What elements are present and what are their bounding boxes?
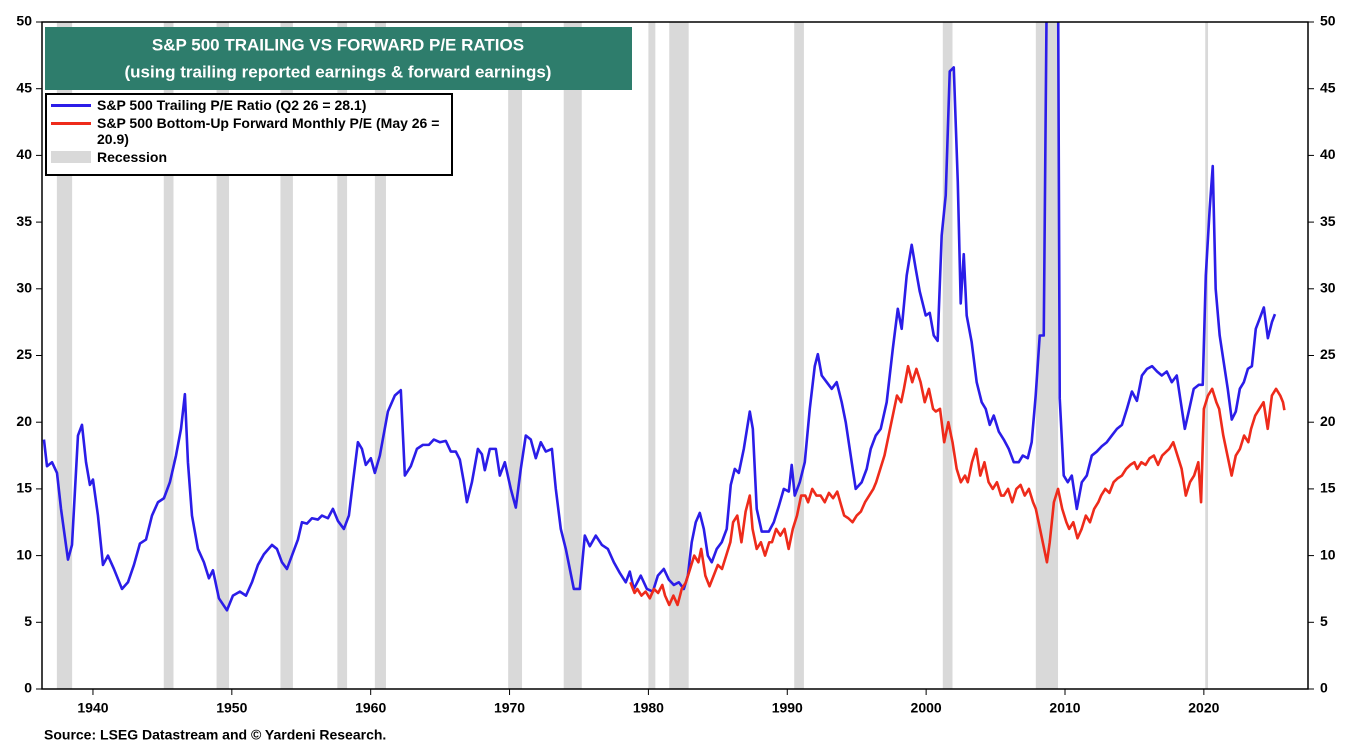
recession-band — [794, 22, 804, 689]
x-tick-label: 2000 — [911, 700, 942, 716]
y2-tick-label: 45 — [1320, 79, 1336, 95]
y2-tick-label: 15 — [1320, 480, 1336, 496]
x-tick-label: 1960 — [355, 700, 386, 716]
legend-swatch — [51, 151, 91, 163]
recession-band — [280, 22, 293, 689]
y-tick-label: 35 — [16, 213, 32, 229]
source: Source: LSEG Datastream and © Yardeni Re… — [44, 727, 386, 743]
lines — [42, 22, 1286, 612]
legend-entry: Recession — [51, 149, 451, 165]
x-tick-label: 2020 — [1188, 700, 1219, 716]
y2-tick-label: 20 — [1320, 413, 1336, 429]
series-line — [42, 22, 1277, 612]
recession-band — [563, 22, 582, 689]
legend-swatch — [51, 122, 91, 125]
y2-tick-label: 40 — [1320, 146, 1336, 162]
y2-tick-label: 25 — [1320, 346, 1336, 362]
y-tick-label: 40 — [16, 146, 32, 162]
y-tick-label: 25 — [16, 346, 32, 362]
recession-band — [374, 22, 386, 689]
recession-band — [337, 22, 348, 689]
y-tick-label: 50 — [16, 13, 32, 29]
y2-tick-label: 30 — [1320, 280, 1336, 296]
x-tick-label: 1990 — [772, 700, 803, 716]
y-tick-label: 15 — [16, 480, 32, 496]
series-line — [629, 364, 1286, 607]
legend-label: Recession — [97, 149, 168, 165]
chart-subtitle: (using trailing reported earnings & forw… — [125, 62, 552, 81]
legend-entry: S&P 500 Trailing P/E Ratio (Q2 26 = 28.1… — [51, 97, 451, 113]
legend-entry: S&P 500 Bottom-Up Forward Monthly P/E (M… — [51, 115, 451, 147]
y2-tick-label: 10 — [1320, 546, 1336, 562]
legend-swatch — [51, 104, 91, 107]
recession-band — [648, 22, 656, 689]
recession-band — [942, 22, 953, 689]
legend: S&P 500 Trailing P/E Ratio (Q2 26 = 28.1… — [45, 93, 453, 176]
legend-label: S&P 500 Bottom-Up Forward Monthly P/E (M… — [97, 115, 440, 147]
x-tick-label: 1980 — [633, 700, 664, 716]
y-tick-label: 10 — [16, 546, 32, 562]
y-tick-label: 20 — [16, 413, 32, 429]
legend-label: S&P 500 Trailing P/E Ratio (Q2 26 = 28.1… — [97, 97, 367, 113]
recession-band — [56, 22, 73, 689]
y2-tick-label: 0 — [1320, 680, 1328, 696]
x-tick-label: 1970 — [494, 700, 525, 716]
recession-band — [163, 22, 174, 689]
y2-tick-label: 5 — [1320, 613, 1328, 629]
x-tick-label: 1940 — [77, 700, 108, 716]
chart-title: S&P 500 TRAILING VS FORWARD P/E RATIOS — [152, 35, 524, 54]
x-tick-label: 1950 — [216, 700, 247, 716]
y-tick-label: 0 — [24, 680, 32, 696]
title-box — [45, 27, 632, 90]
y2-tick-label: 35 — [1320, 213, 1336, 229]
y-tick-label: 30 — [16, 280, 32, 296]
recession-band — [1205, 22, 1209, 689]
y-tick-label: 5 — [24, 613, 32, 629]
y2-tick-label: 50 — [1320, 13, 1336, 29]
recession-band — [508, 22, 523, 689]
recession-band — [669, 22, 689, 689]
y-tick-label: 45 — [16, 79, 32, 95]
x-tick-label: 2010 — [1049, 700, 1080, 716]
recession-band — [216, 22, 230, 689]
